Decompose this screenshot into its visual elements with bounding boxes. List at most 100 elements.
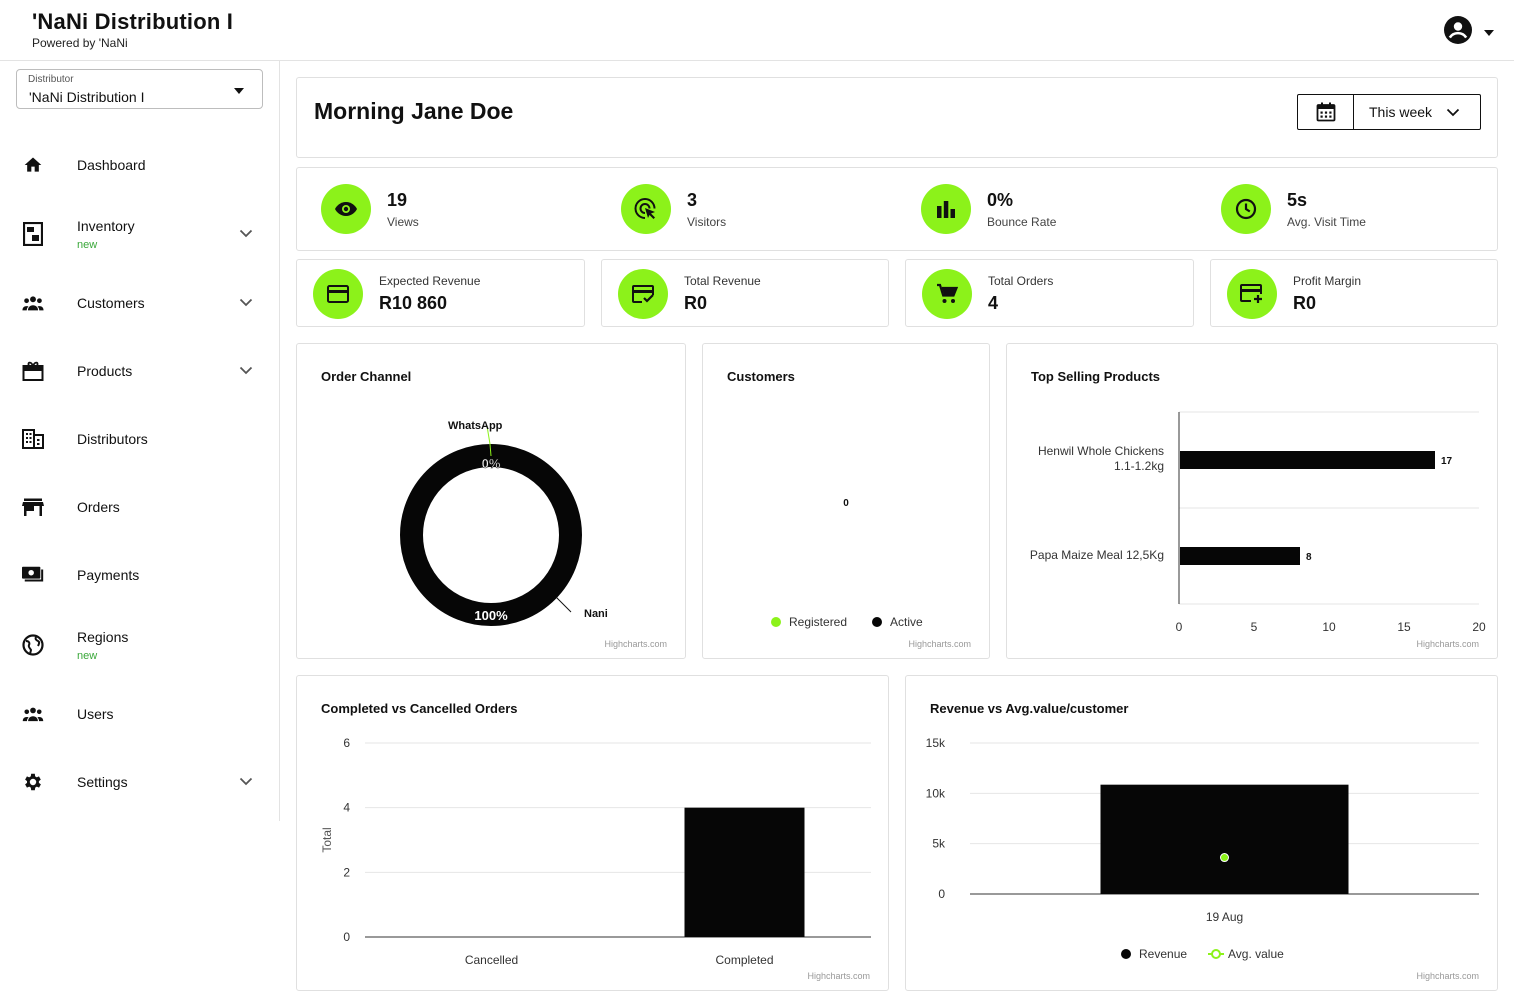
chart-credit[interactable]: Highcharts.com — [1416, 971, 1479, 981]
sidebar-item-label: Settings — [77, 774, 128, 790]
sidebar-item-payments[interactable]: Payments — [0, 550, 279, 600]
legend-label-avg[interactable]: Avg. value — [1228, 947, 1284, 961]
chart-title: Completed vs Cancelled Orders — [321, 701, 518, 716]
users-icon — [22, 703, 44, 725]
sidebar: Distributor 'NaNi Distribution I Dashboa… — [0, 61, 280, 821]
category-label: 1.1-1.2kg — [1114, 459, 1164, 473]
y-tick-label: 10k — [926, 786, 946, 800]
eye-icon — [321, 184, 371, 234]
kpi-expected-revenue: Expected Revenue R10 860 — [296, 259, 585, 327]
chart-credit[interactable]: Highcharts.com — [604, 639, 667, 649]
chevron-down-icon[interactable] — [1484, 29, 1494, 36]
chart-credit[interactable]: Highcharts.com — [1416, 639, 1479, 649]
chevron-down-icon[interactable] — [239, 362, 253, 380]
sidebar-item-inventory[interactable]: Inventory new — [0, 209, 279, 259]
stat-label: Bounce Rate — [987, 215, 1057, 229]
chevron-down-icon[interactable] — [239, 225, 253, 243]
distributor-value: 'NaNi Distribution I — [29, 89, 145, 105]
chevron-down-icon[interactable] — [239, 294, 253, 312]
legend-marker-avg[interactable] — [1211, 949, 1221, 959]
kpi-value: R10 860 — [379, 293, 448, 313]
point-avg-value[interactable] — [1220, 853, 1229, 863]
x-tick-label: 15 — [1397, 620, 1411, 634]
legend-label-revenue[interactable]: Revenue — [1139, 947, 1187, 961]
orders-status-chart: Total 0 2 4 6 Cancelled Completed — [320, 736, 871, 967]
distributor-select[interactable]: Distributor 'NaNi Distribution I — [16, 69, 263, 109]
chart-title: Order Channel — [321, 369, 412, 384]
stat-value: 0% — [987, 190, 1014, 210]
x-tick-label: Completed — [715, 953, 773, 967]
store-icon — [22, 496, 44, 518]
chevron-down-icon[interactable] — [234, 88, 244, 94]
products-icon — [22, 360, 44, 382]
slice-label-whatsapp: WhatsApp — [448, 420, 503, 432]
chart-title: Revenue vs Avg.value/customer — [930, 701, 1129, 716]
revenue-card: Revenue vs Avg.value/customer 0 5k 10k 15k … — [905, 675, 1498, 991]
chart-credit[interactable]: Highcharts.com — [908, 639, 971, 649]
cart-icon — [922, 269, 972, 319]
sidebar-item-label: Orders — [77, 499, 120, 515]
sidebar-item-regions[interactable]: Regions new — [0, 620, 279, 670]
chevron-down-icon[interactable] — [239, 773, 253, 791]
revenue-chart: 0 5k 10k 15k 19 Aug Revenue Avg. value — [926, 736, 1479, 961]
slice-value-nani: 100% — [474, 608, 508, 623]
gear-icon — [22, 771, 44, 793]
y-tick-label: 2 — [343, 865, 350, 879]
y-tick-label: 5k — [932, 837, 946, 851]
sidebar-item-orders[interactable]: Orders — [0, 482, 279, 532]
sidebar-item-products[interactable]: Products — [0, 346, 279, 396]
period-value: This week — [1369, 104, 1433, 120]
stat-bounce-rate: 0% Bounce Rate — [921, 184, 1181, 234]
chevron-down-icon[interactable] — [1446, 104, 1460, 120]
period-select[interactable]: This week — [1297, 94, 1481, 130]
account-circle-icon[interactable] — [1444, 16, 1472, 49]
slice-label-nani: Nani — [584, 608, 608, 620]
stat-value: 3 — [687, 190, 698, 210]
legend-label-active[interactable]: Active — [890, 615, 923, 629]
customers-card: Customers 0 Registered Active Highcharts… — [702, 343, 990, 659]
bar[interactable] — [1180, 547, 1300, 565]
top-selling-card: Top Selling Products Henwil Whole Chicke… — [1006, 343, 1498, 659]
bar[interactable] — [684, 807, 805, 937]
building-icon — [22, 428, 44, 450]
stat-label: Views — [387, 215, 419, 229]
calendar-icon[interactable] — [1298, 95, 1354, 129]
globe-icon — [22, 634, 44, 656]
pie-slice-nani[interactable] — [400, 444, 582, 626]
legend-marker-registered[interactable] — [771, 617, 781, 627]
y-tick-label: 4 — [343, 801, 350, 815]
kpi-total-revenue: Total Revenue R0 — [601, 259, 889, 327]
chart-credit[interactable]: Highcharts.com — [807, 971, 870, 981]
kpi-value: R0 — [684, 293, 708, 313]
app-subtitle: Powered by 'NaNi — [32, 36, 128, 50]
app-title: 'NaNi Distribution I — [32, 9, 234, 34]
card-plus-icon — [1227, 269, 1277, 319]
account-menu[interactable] — [1444, 16, 1494, 49]
bar-revenue[interactable] — [1100, 784, 1349, 894]
legend-marker-active[interactable] — [872, 617, 882, 627]
bar[interactable] — [1180, 451, 1435, 469]
sidebar-item-label: Dashboard — [77, 157, 146, 173]
x-tick-label: 0 — [1176, 620, 1183, 634]
sidebar-item-users[interactable]: Users — [0, 689, 279, 739]
connector-nani — [555, 596, 572, 613]
cursor-click-icon — [621, 184, 671, 234]
sidebar-item-settings[interactable]: Settings — [0, 757, 279, 807]
category-label: Papa Maize Meal 12,5Kg — [1030, 548, 1164, 562]
legend-label-registered[interactable]: Registered — [789, 615, 847, 629]
legend-marker-revenue[interactable] — [1121, 949, 1131, 959]
order-channel-chart: WhatsApp 0% Nani 100% — [400, 420, 608, 626]
slice-value-whatsapp: 0% — [482, 456, 501, 471]
top-bar: 'NaNi Distribution I Powered by 'NaNi — [0, 0, 1514, 61]
category-label: Henwil Whole Chickens — [1038, 444, 1164, 458]
sidebar-item-dashboard[interactable]: Dashboard — [0, 140, 279, 190]
sidebar-item-label: Customers — [77, 295, 145, 311]
y-tick-label: 0 — [343, 930, 350, 944]
y-tick-label: 6 — [343, 736, 350, 750]
stat-visitors: 3 Visitors — [621, 184, 881, 234]
data-label: 17 — [1441, 456, 1453, 467]
sidebar-item-customers[interactable]: Customers — [0, 278, 279, 328]
sidebar-item-distributors[interactable]: Distributors — [0, 414, 279, 464]
stat-visit-time: 5s Avg. Visit Time — [1221, 184, 1481, 234]
x-tick-label: Cancelled — [465, 953, 518, 967]
